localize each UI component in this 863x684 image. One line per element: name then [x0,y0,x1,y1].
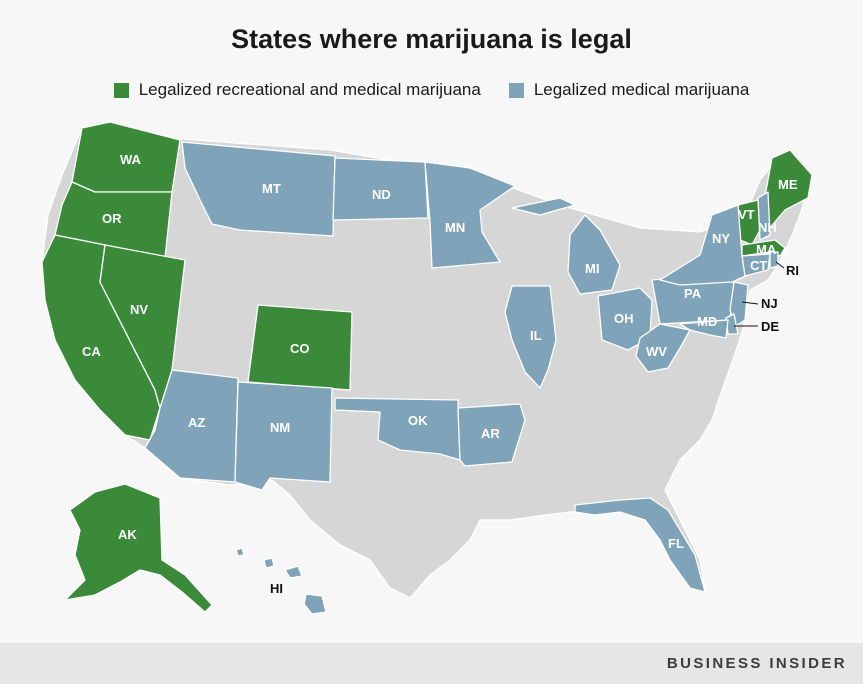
label-me: ME [778,177,798,192]
state-ct [741,253,771,277]
state-mi [511,197,621,295]
legend: Legalized recreational and medical marij… [0,80,863,100]
state-il [504,285,557,389]
state-ar [457,403,526,467]
state-md [679,319,729,339]
label-mt: MT [262,181,281,196]
state-nh [757,191,771,241]
leader-nj [741,301,759,305]
label-ak: AK [118,527,137,542]
state-ri [769,251,779,269]
map-title: States where marijuana is legal [231,24,632,54]
label-ok: OK [408,413,428,428]
label-md: MD [697,314,717,329]
legend-item-recreational: Legalized recreational and medical marij… [113,80,481,100]
label-ri: RI [786,263,799,278]
label-mi: MI [585,261,599,276]
state-mn [424,161,516,269]
label-nj: NJ [761,296,778,311]
legend-item-medical: Legalized medical marijuana [508,80,750,100]
label-nm: NM [270,420,290,435]
state-nd [332,157,429,221]
label-de: DE [761,319,779,334]
label-nd: ND [372,187,391,202]
footer-bar: BUSINESS INSIDER [0,643,863,684]
leader-ri [775,261,785,269]
label-co: CO [290,341,310,356]
label-nv: NV [130,302,148,317]
label-pa: PA [684,286,702,301]
label-fl: FL [668,536,684,551]
state-fl [574,497,706,593]
state-nm [234,381,333,491]
state-wv [635,323,691,373]
state-co [247,304,353,391]
label-ca: CA [82,344,101,359]
legend-swatch-medical [508,82,524,98]
legend-label-medical: Legalized medical marijuana [533,80,750,99]
label-nh: NH [758,220,777,235]
brand-logo: BUSINESS INSIDER [666,655,847,672]
label-il: IL [530,328,542,343]
label-wa: WA [120,152,142,167]
label-hi: HI [270,581,283,596]
label-wv: WV [646,344,667,359]
state-hi [235,547,327,615]
label-ct: CT [750,258,767,273]
label-ma: MA [756,242,777,257]
state-ak [64,483,213,613]
label-oh: OH [614,311,634,326]
state-me [761,149,813,231]
legend-label-recreational: Legalized recreational and medical marij… [138,80,481,99]
label-mn: MN [445,220,465,235]
label-ny: NY [712,231,730,246]
label-or: OR [102,211,122,226]
label-vt: VT [738,207,755,222]
label-ar: AR [481,426,500,441]
label-az: AZ [188,415,205,430]
legend-swatch-recreational [113,82,129,98]
